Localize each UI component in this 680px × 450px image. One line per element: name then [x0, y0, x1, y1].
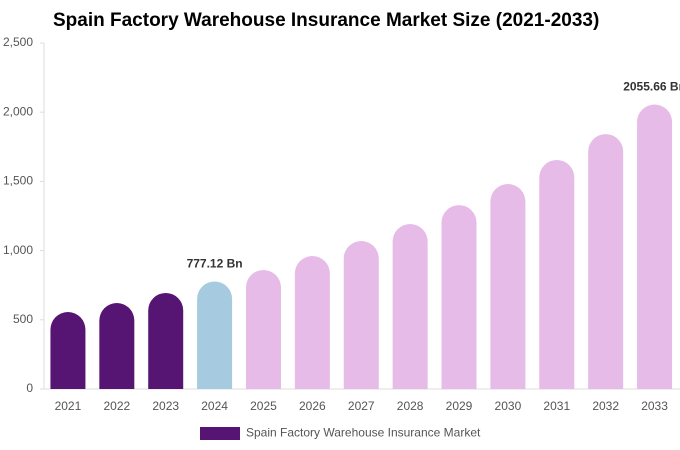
x-tick-label: 2026: [299, 399, 326, 413]
bar: [343, 241, 379, 389]
x-tick-label: 2023: [152, 399, 179, 413]
bar: [392, 224, 428, 389]
bar: [294, 255, 330, 389]
x-tick-label: 2021: [55, 399, 82, 413]
x-tick-label: 2025: [250, 399, 277, 413]
bar: [441, 205, 477, 389]
x-tick-label: 2032: [592, 399, 619, 413]
y-tick-label: 1,500: [3, 174, 33, 188]
legend-swatch: [200, 427, 240, 440]
y-tick-label: 0: [26, 381, 33, 395]
x-tick-label: 2027: [348, 399, 375, 413]
legend-label: Spain Factory Warehouse Insurance Market: [246, 426, 481, 440]
value-label: 777.12 Bn: [187, 257, 243, 271]
x-tick-label: 2024: [201, 399, 228, 413]
bar: [490, 184, 526, 389]
bar: [148, 292, 184, 389]
y-tick-label: 500: [13, 312, 33, 326]
bar: [245, 269, 281, 389]
bar: [588, 134, 624, 389]
chart-title: Spain Factory Warehouse Insurance Market…: [53, 10, 599, 31]
bar: [99, 303, 135, 389]
bar: [50, 312, 86, 389]
bar: [197, 281, 233, 389]
y-tick-label: 2,500: [3, 35, 33, 49]
x-tick-label: 2029: [446, 399, 473, 413]
y-tick-label: 2,000: [3, 104, 33, 118]
value-label: 2055.66 Bn: [623, 80, 680, 94]
x-tick-label: 2033: [641, 399, 668, 413]
x-tick-label: 2030: [495, 399, 522, 413]
x-tick-label: 2031: [543, 399, 570, 413]
x-tick-label: 2028: [397, 399, 424, 413]
bar: [637, 104, 673, 390]
bar: [539, 159, 575, 389]
x-tick-label: 2022: [103, 399, 130, 413]
y-tick-label: 1,000: [3, 243, 33, 257]
